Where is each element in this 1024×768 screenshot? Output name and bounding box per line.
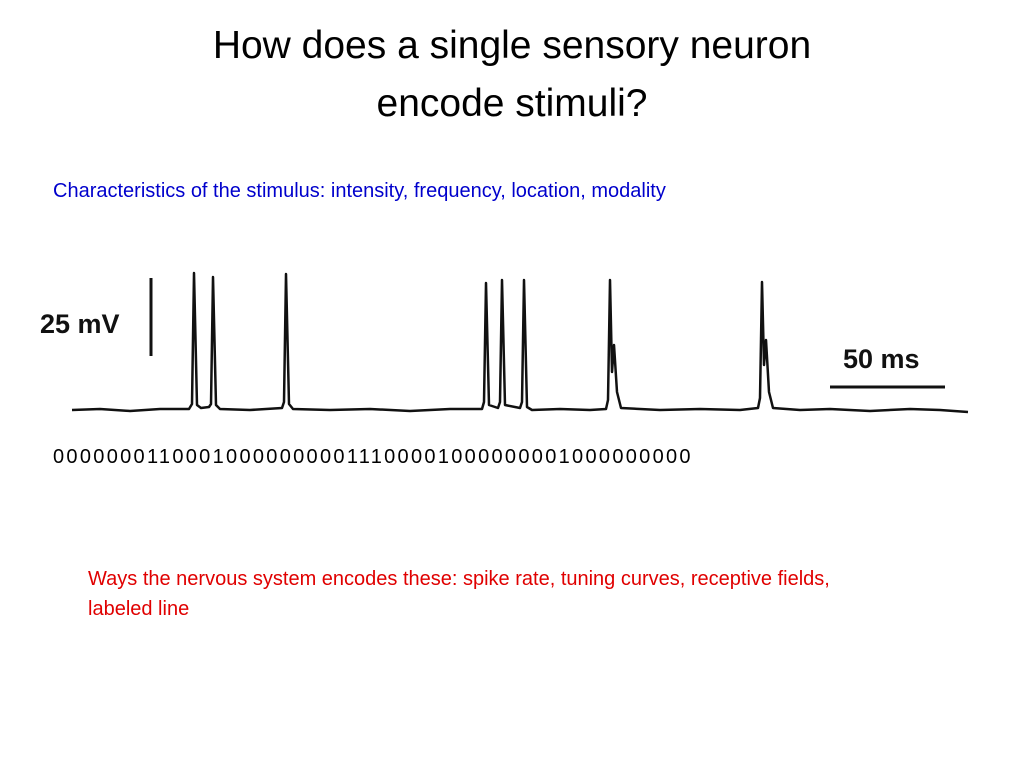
spike-code: 0000000110001000000000111000010000000010…: [53, 446, 693, 468]
title-line: How does a single sensory neuron: [212, 24, 812, 67]
voltage-trace: [71, 271, 969, 414]
title-line: encode stimuli?: [376, 82, 648, 125]
subtitle: Characteristics of the stimulus: intensi…: [53, 180, 666, 202]
spike-trace-figure: 25 mV 50 ms: [40, 271, 969, 414]
note: Ways the nervous system encodes these: s…: [88, 568, 830, 620]
time-scale-label: 50 ms: [843, 344, 920, 374]
amplitude-scale-label: 25 mV: [40, 309, 120, 339]
